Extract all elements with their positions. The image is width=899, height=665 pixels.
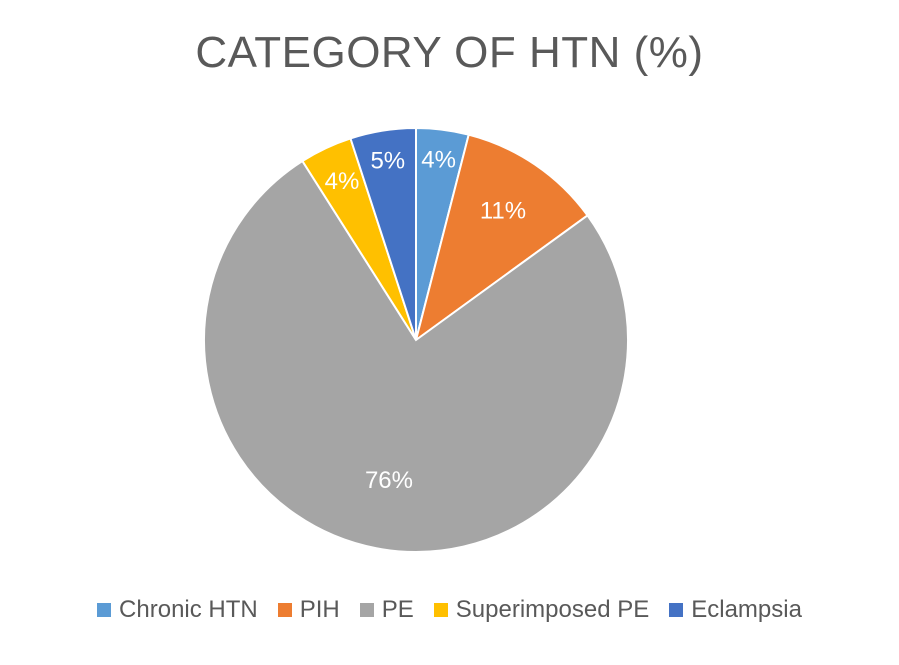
legend-item-pe: PE <box>359 596 414 624</box>
legend-item-eclampsia: Eclampsia <box>669 596 802 624</box>
chart-legend: Chronic HTN PIH PE Superimposed PE Eclam… <box>0 596 899 624</box>
legend-label: PIH <box>299 596 340 623</box>
legend-swatch <box>359 603 374 617</box>
data-label-pe: 76% <box>365 467 413 494</box>
pie-data-labels: 4% 11% 76% 4% 5% <box>325 147 526 494</box>
legend-swatch <box>277 603 292 617</box>
legend-swatch <box>97 603 112 617</box>
legend-item-superimposed-pe: Superimposed PE <box>433 596 650 624</box>
legend-label: Superimposed PE <box>455 596 650 623</box>
pie-slice-pe <box>203 159 629 553</box>
legend-item-chronic-htn: Chronic HTN <box>97 596 258 624</box>
data-label-eclampsia: 5% <box>370 147 405 174</box>
legend-swatch <box>433 603 448 617</box>
data-label-chronic-htn: 4% <box>421 147 456 174</box>
legend-label: Eclampsia <box>691 596 802 623</box>
legend-swatch <box>669 603 684 617</box>
pie-slice-pih <box>414 133 589 343</box>
legend-label: PE <box>381 596 414 623</box>
chart-title: CATEGORY OF HTN (%) <box>195 28 704 77</box>
pie-slice-eclampsia <box>349 126 417 341</box>
pie-slices <box>203 126 629 553</box>
legend-item-pih: PIH <box>277 596 340 624</box>
data-label-pih: 11% <box>480 197 526 224</box>
data-label-superimposed-pe: 4% <box>325 168 360 195</box>
legend-label: Chronic HTN <box>119 596 258 623</box>
